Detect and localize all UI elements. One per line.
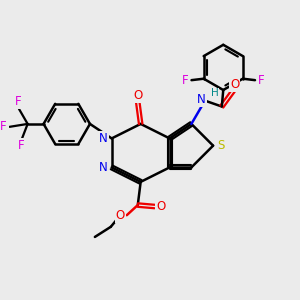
Text: S: S [218,139,225,152]
Text: O: O [133,89,142,102]
Text: F: F [18,140,25,152]
Text: O: O [156,200,166,213]
Text: H: H [211,88,218,98]
Text: N: N [197,93,206,106]
Text: N: N [99,161,108,174]
Text: F: F [182,74,188,87]
Text: F: F [0,120,6,133]
Text: O: O [116,209,125,222]
Text: F: F [258,74,265,87]
Text: N: N [99,132,108,145]
Text: F: F [15,95,22,108]
Text: O: O [230,78,239,91]
